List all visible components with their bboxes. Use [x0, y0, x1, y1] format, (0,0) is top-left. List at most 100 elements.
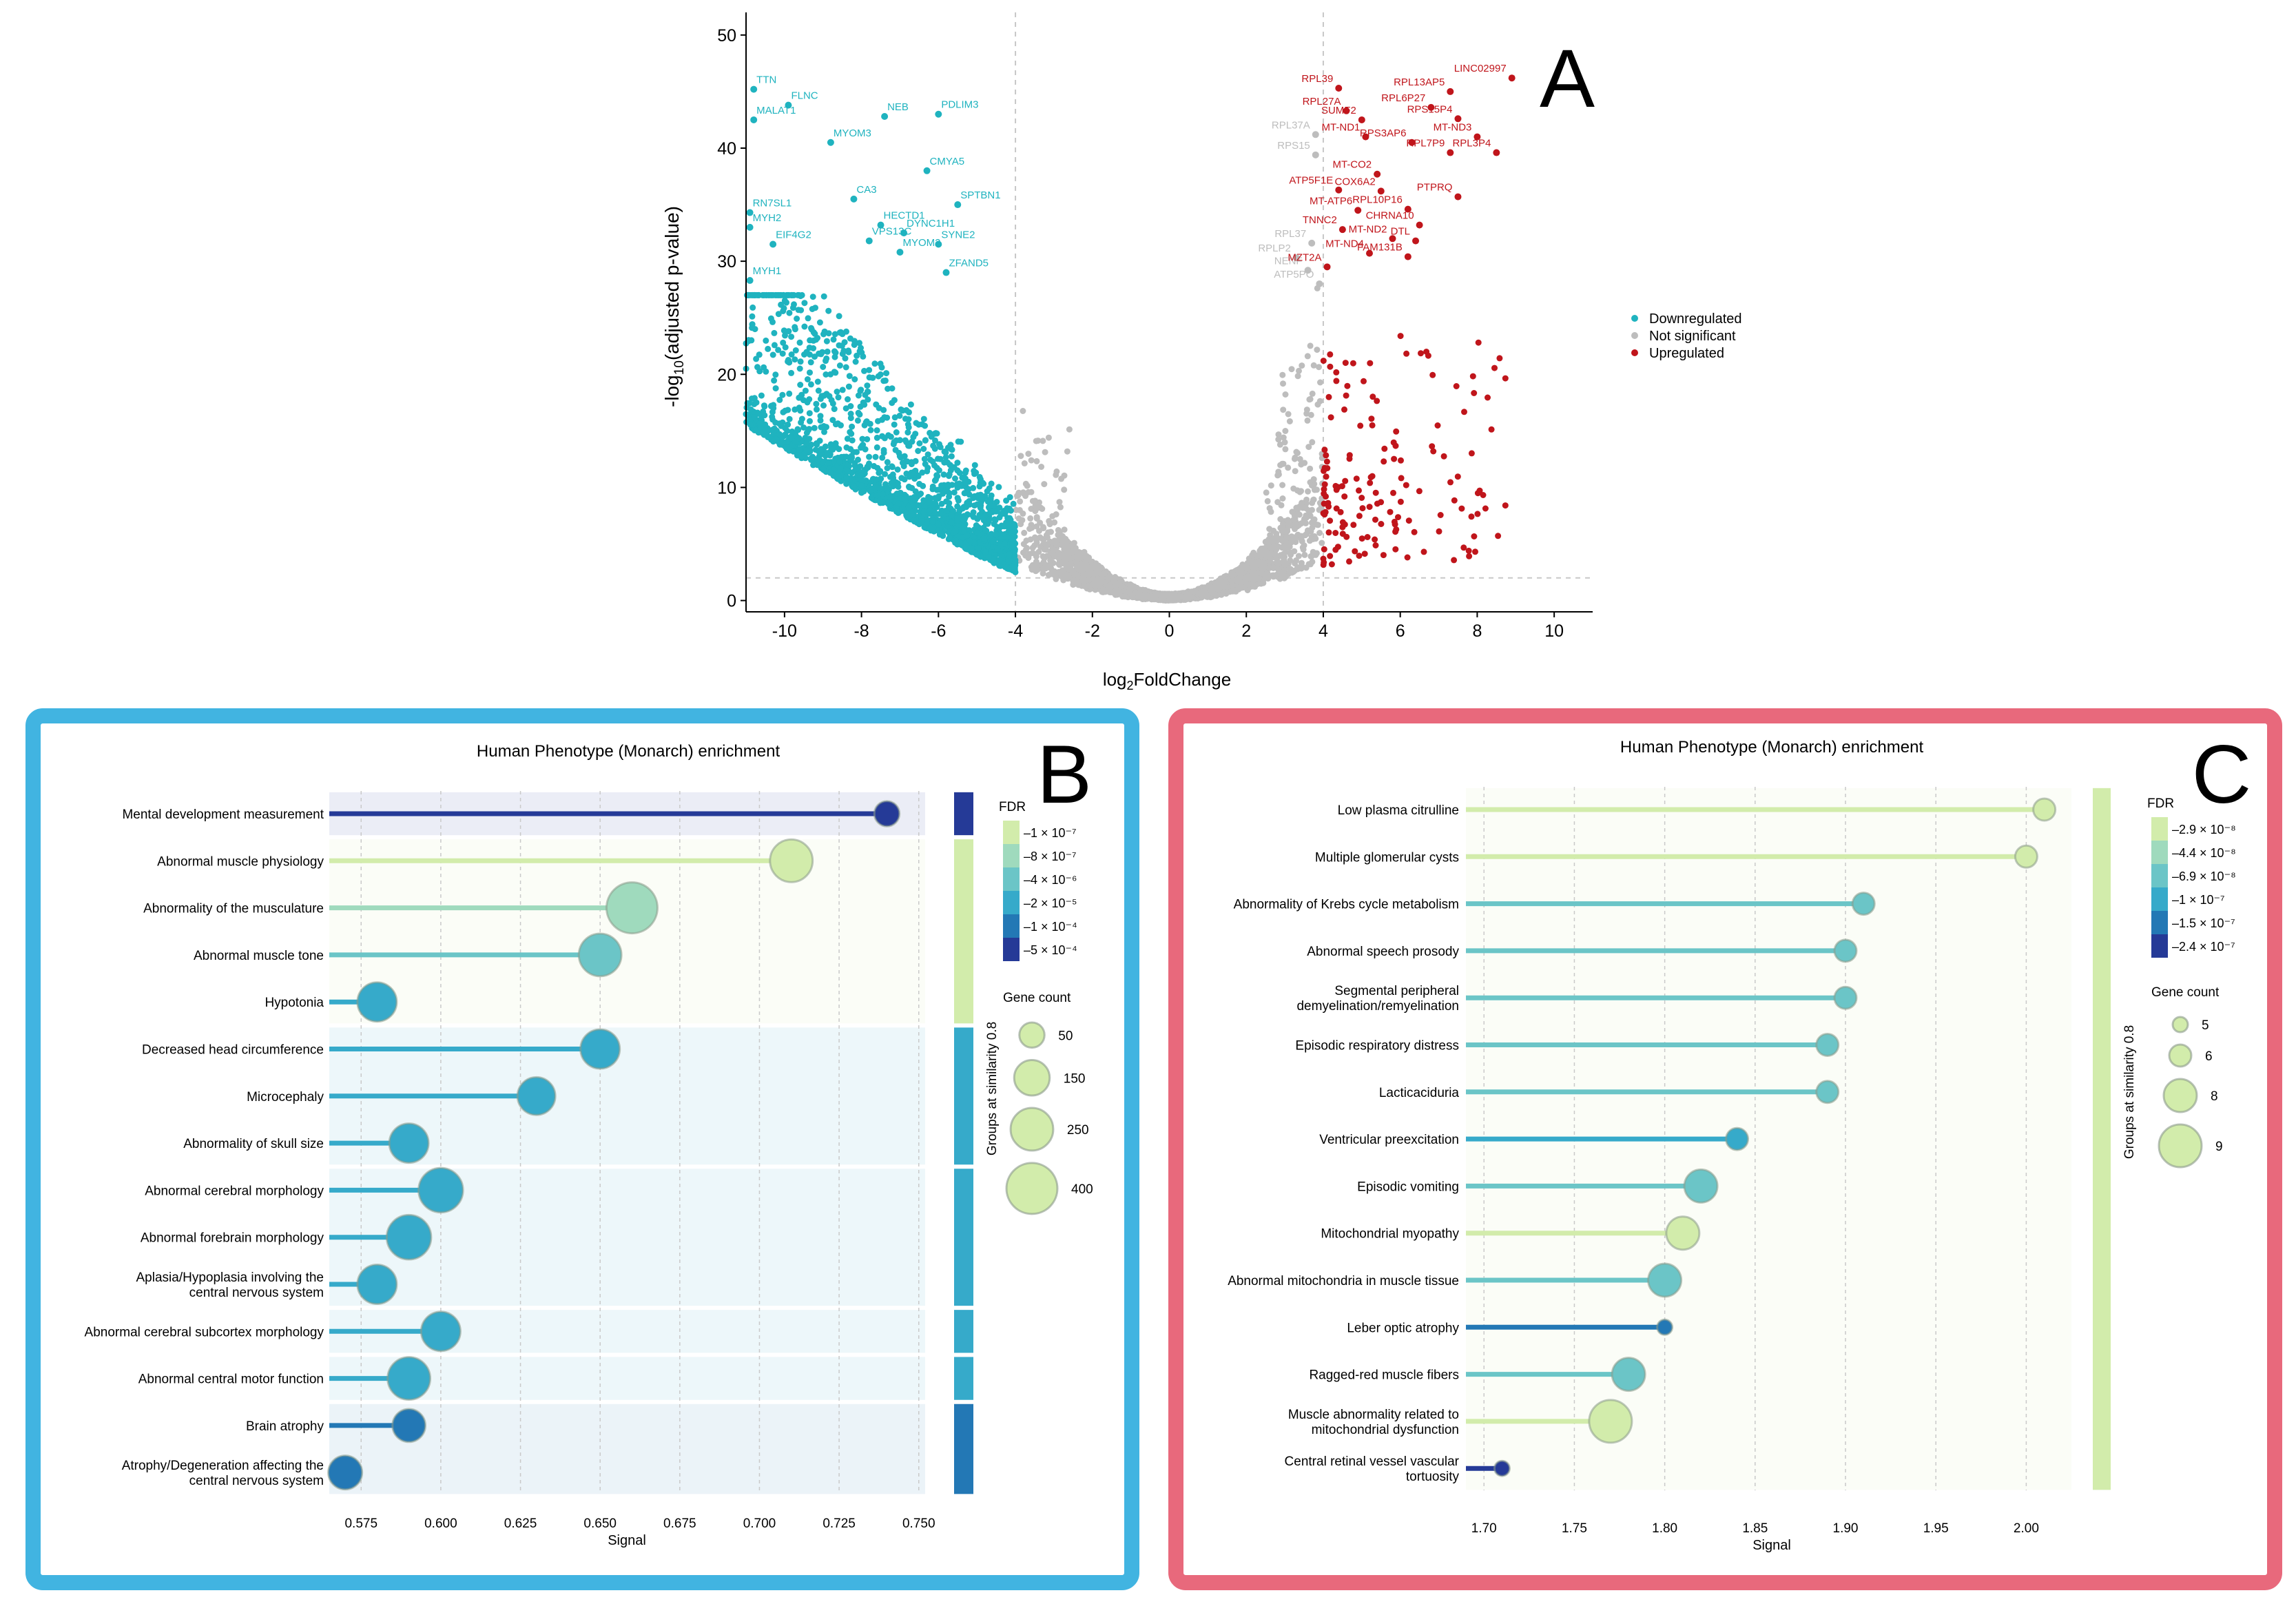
volcano-point [791, 301, 797, 308]
volcano-point [807, 418, 813, 424]
volcano-point [1474, 511, 1481, 517]
volcano-point [907, 401, 914, 408]
labeled-gene-point [900, 229, 908, 237]
volcano-point [1366, 504, 1373, 511]
volcano-point [1268, 482, 1274, 489]
labeled-gene-point [935, 240, 942, 248]
gene-label: MT-ND2 [1349, 223, 1387, 235]
volcano-x-axis-label: log2FoldChange [1103, 669, 1231, 692]
volcano-point [1266, 555, 1273, 562]
volcano-point [1252, 551, 1259, 558]
volcano-point [1342, 477, 1349, 484]
volcano-point [869, 374, 876, 381]
volcano-point [1309, 558, 1316, 565]
volcano-point [1099, 571, 1106, 578]
volcano-point [811, 424, 818, 431]
volcano-point [854, 417, 861, 424]
volcano-point [880, 500, 887, 506]
volcano-point [893, 429, 900, 435]
volcano-point [1357, 422, 1364, 429]
gene-label: RPL27A [1303, 96, 1341, 107]
labeled-gene-point [1343, 107, 1350, 114]
volcano-point [1110, 576, 1117, 583]
volcano-point [1420, 548, 1427, 555]
volcano-point [763, 337, 769, 344]
volcano-point [796, 365, 803, 372]
volcano-point [924, 451, 931, 458]
labeled-gene-point [1404, 253, 1411, 260]
x-tick-label: -10 [772, 621, 797, 641]
volcano-point [1453, 383, 1460, 389]
gene-label: SYNE2 [941, 229, 975, 241]
volcano-point [1390, 439, 1397, 446]
volcano-point [951, 489, 958, 496]
volcano-point [782, 424, 789, 431]
volcano-point [1314, 347, 1321, 353]
volcano-point [935, 511, 942, 517]
volcano-point [1275, 436, 1282, 443]
volcano-point [1044, 534, 1051, 541]
labeled-gene-point [935, 110, 942, 118]
volcano-point [871, 484, 878, 491]
volcano-point [1390, 489, 1396, 496]
volcano-point [884, 484, 891, 491]
volcano-point [832, 349, 839, 356]
volcano-point [744, 411, 751, 418]
volcano-point [836, 458, 843, 465]
volcano-point [857, 463, 864, 470]
gene-label: MT-ATP6 [1310, 195, 1352, 207]
volcano-point [947, 535, 953, 542]
volcano-point [922, 461, 929, 467]
volcano-point [1314, 522, 1321, 528]
volcano-point [1275, 471, 1282, 478]
volcano-point [1065, 559, 1072, 566]
y-tick-label: 30 [717, 252, 736, 271]
volcano-point [1451, 497, 1458, 504]
labeled-gene-point [1358, 116, 1365, 123]
volcano-point [899, 460, 906, 466]
volcano-point [940, 490, 947, 497]
labeled-gene-point [1427, 103, 1435, 111]
volcano-point [1016, 506, 1023, 513]
volcano-point [1086, 577, 1093, 584]
volcano-point [1218, 581, 1225, 588]
volcano-point [860, 399, 867, 406]
volcano-point [1088, 570, 1095, 577]
volcano-point [796, 446, 803, 453]
volcano-point [810, 345, 817, 351]
volcano-point [1024, 482, 1031, 489]
volcano-point [1349, 360, 1356, 367]
volcano-point [1294, 450, 1301, 456]
volcano-point [782, 332, 788, 339]
volcano-point [1083, 565, 1090, 572]
labeled-gene-point [746, 277, 754, 285]
volcano-point [970, 509, 977, 515]
volcano-point [1001, 540, 1008, 547]
volcano-point [865, 389, 871, 395]
volcano-point [1126, 587, 1133, 593]
gene-label: TNNC2 [1303, 214, 1337, 226]
volcano-point [1269, 536, 1276, 543]
volcano-point [1311, 516, 1318, 523]
volcano-point [1323, 452, 1330, 459]
labeled-gene-point [850, 195, 858, 203]
volcano-point [1397, 498, 1404, 505]
volcano-point [873, 427, 880, 434]
volcano-point [912, 457, 919, 464]
volcano-point [1472, 548, 1478, 555]
volcano-point [933, 430, 940, 437]
volcano-point [1323, 473, 1330, 480]
volcano-point [867, 487, 873, 494]
volcano-point [849, 423, 856, 430]
volcano-point [1430, 448, 1437, 455]
volcano-point [794, 316, 800, 322]
volcano-point [820, 293, 827, 300]
volcano-point [1279, 525, 1286, 532]
volcano-point [996, 557, 1002, 564]
volcano-point [1294, 373, 1301, 380]
volcano-point [779, 350, 786, 357]
volcano-point [1274, 559, 1281, 566]
volcano-point [1266, 526, 1273, 533]
volcano-point [1333, 505, 1340, 512]
